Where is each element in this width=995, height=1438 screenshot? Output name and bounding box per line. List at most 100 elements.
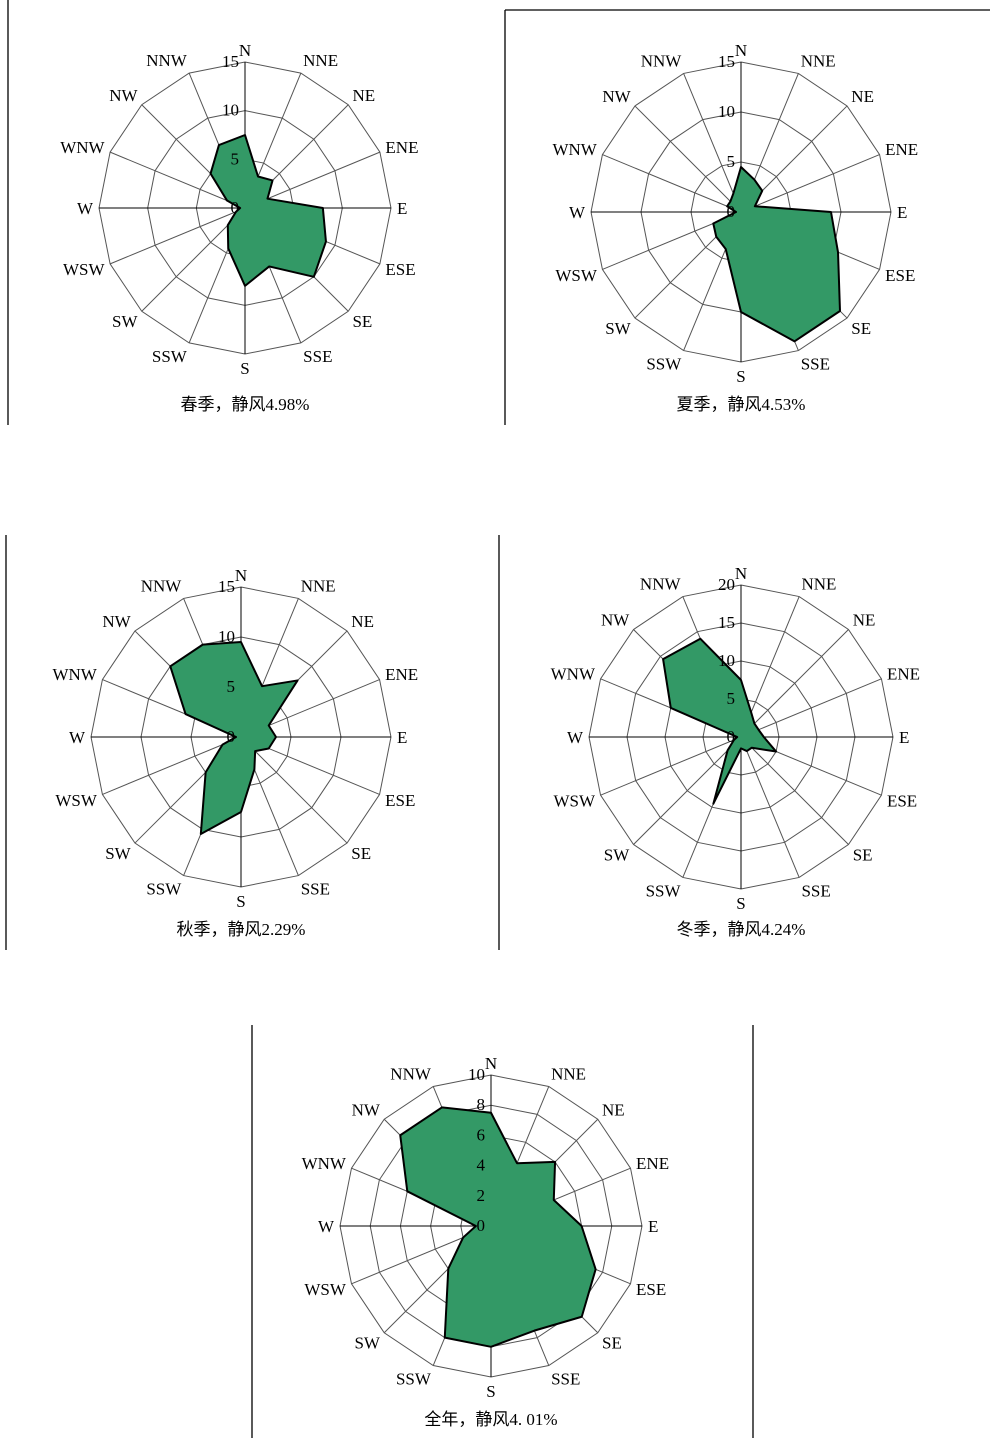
direction-label-se: SE bbox=[602, 1334, 622, 1353]
direction-label-e: E bbox=[897, 203, 907, 222]
direction-label-ese: ESE bbox=[887, 792, 917, 811]
direction-label-n: N bbox=[235, 566, 247, 585]
direction-label-ssw: SSW bbox=[396, 1369, 432, 1388]
direction-label-s: S bbox=[240, 359, 249, 378]
spoke-wsw bbox=[600, 736, 742, 796]
direction-label-nw: NW bbox=[352, 1100, 381, 1119]
direction-label-wsw: WSW bbox=[553, 792, 596, 811]
direction-label-n: N bbox=[239, 41, 251, 60]
direction-label-wnw: WNW bbox=[52, 665, 97, 684]
tick-label: 5 bbox=[727, 689, 736, 708]
wind-frequency-area bbox=[209, 134, 327, 287]
wind-frequency-area bbox=[662, 637, 778, 805]
tick-label: 10 bbox=[468, 1065, 485, 1084]
direction-label-wnw: WNW bbox=[60, 138, 105, 157]
direction-label-nne: NNE bbox=[303, 51, 338, 70]
direction-label-nnw: NNW bbox=[640, 575, 682, 594]
direction-label-nnw: NNW bbox=[641, 51, 683, 70]
tick-label: 0 bbox=[231, 198, 240, 217]
direction-label-wnw: WNW bbox=[551, 664, 596, 683]
spoke-wnw bbox=[109, 151, 246, 209]
direction-label-e: E bbox=[648, 1217, 658, 1236]
tick-label: 10 bbox=[718, 102, 735, 121]
spoke-nnw bbox=[683, 73, 742, 213]
tick-label: 10 bbox=[718, 651, 735, 670]
direction-label-e: E bbox=[397, 728, 407, 747]
direction-label-se: SE bbox=[352, 312, 372, 331]
direction-label-nw: NW bbox=[602, 87, 631, 106]
direction-label-nne: NNE bbox=[551, 1065, 586, 1084]
direction-label-nw: NW bbox=[109, 86, 138, 105]
wind-frequency-area bbox=[169, 641, 299, 836]
direction-label-ese: ESE bbox=[385, 260, 415, 279]
spoke-nw bbox=[634, 105, 742, 213]
direction-label-wsw: WSW bbox=[55, 791, 98, 810]
wind-rose-autumn: 0 5 10 15N NNE NE ENE E ESE SE SSE S SSW SW WSW W WNW NW N… bbox=[52, 566, 418, 939]
wind-frequency-area bbox=[399, 1106, 597, 1348]
tick-label: 15 bbox=[218, 577, 235, 596]
direction-label-nw: NW bbox=[102, 612, 131, 631]
tick-label: 5 bbox=[727, 152, 736, 171]
wind-frequency-area bbox=[712, 166, 841, 343]
direction-label-se: SE bbox=[351, 844, 371, 863]
tick-label: 0 bbox=[227, 727, 236, 746]
direction-label-n: N bbox=[735, 41, 747, 60]
tick-label: 8 bbox=[477, 1095, 486, 1114]
tick-label: 15 bbox=[718, 613, 735, 632]
direction-label-sse: SSE bbox=[801, 355, 830, 374]
direction-label-ssw: SSW bbox=[646, 355, 682, 374]
tick-label: 6 bbox=[477, 1125, 486, 1144]
direction-label-s: S bbox=[486, 1382, 495, 1401]
direction-label-sw: SW bbox=[605, 319, 631, 338]
direction-label-nnw: NNW bbox=[146, 51, 188, 70]
direction-label-ssw: SSW bbox=[646, 881, 682, 900]
direction-label-se: SE bbox=[853, 845, 873, 864]
direction-label-nne: NNE bbox=[801, 575, 836, 594]
direction-label-wnw: WNW bbox=[552, 140, 597, 159]
direction-label-wsw: WSW bbox=[304, 1280, 347, 1299]
direction-label-wsw: WSW bbox=[555, 266, 598, 285]
direction-label-ene: ENE bbox=[885, 140, 918, 159]
direction-label-e: E bbox=[899, 728, 909, 747]
direction-label-nnw: NNW bbox=[141, 576, 183, 595]
direction-label-e: E bbox=[397, 199, 407, 218]
spoke-se bbox=[240, 736, 348, 844]
tick-label: 0 bbox=[727, 727, 736, 746]
wind-rose-winter: 0 5 10 15 20N NNE NE ENE E ESE SE SSE S SSW SW WSW W WNW N… bbox=[551, 564, 920, 939]
direction-label-nne: NNE bbox=[801, 51, 836, 70]
direction-label-ese: ESE bbox=[385, 791, 415, 810]
tick-label: 5 bbox=[231, 149, 240, 168]
direction-label-nw: NW bbox=[601, 611, 630, 630]
spoke-wsw bbox=[109, 207, 246, 265]
tick-label: 5 bbox=[227, 677, 236, 696]
direction-label-sw: SW bbox=[604, 845, 630, 864]
direction-label-wsw: WSW bbox=[63, 260, 106, 279]
direction-label-s: S bbox=[736, 367, 745, 386]
spoke-sse bbox=[740, 736, 800, 878]
chart-caption: 秋季，静风2.29% bbox=[177, 920, 306, 939]
spoke-sw bbox=[633, 736, 742, 845]
direction-label-sw: SW bbox=[112, 312, 138, 331]
direction-label-s: S bbox=[236, 892, 245, 911]
tick-label: 20 bbox=[718, 575, 735, 594]
direction-label-ne: NE bbox=[851, 87, 874, 106]
chart-caption: 冬季，静风4.24% bbox=[677, 920, 806, 939]
direction-label-ne: NE bbox=[602, 1100, 625, 1119]
direction-label-ene: ENE bbox=[385, 138, 418, 157]
chart-caption: 夏季，静风4.53% bbox=[677, 395, 806, 414]
direction-label-ese: ESE bbox=[636, 1280, 666, 1299]
direction-label-nne: NNE bbox=[301, 576, 336, 595]
wind-rose-annual: 0 2 4 6 8 10N NNE NE ENE E ESE SE SSE S SSW SW WSW W WNW NW… bbox=[302, 1054, 670, 1429]
spoke-wnw bbox=[602, 154, 742, 213]
tick-label: 0 bbox=[727, 202, 736, 221]
direction-label-w: W bbox=[77, 199, 94, 218]
direction-label-ssw: SSW bbox=[152, 347, 188, 366]
direction-label-nnw: NNW bbox=[390, 1065, 432, 1084]
direction-label-s: S bbox=[736, 894, 745, 913]
direction-label-ene: ENE bbox=[636, 1154, 669, 1173]
direction-label-se: SE bbox=[851, 319, 871, 338]
direction-label-ese: ESE bbox=[885, 266, 915, 285]
direction-label-w: W bbox=[569, 203, 586, 222]
tick-label: 10 bbox=[222, 101, 239, 120]
